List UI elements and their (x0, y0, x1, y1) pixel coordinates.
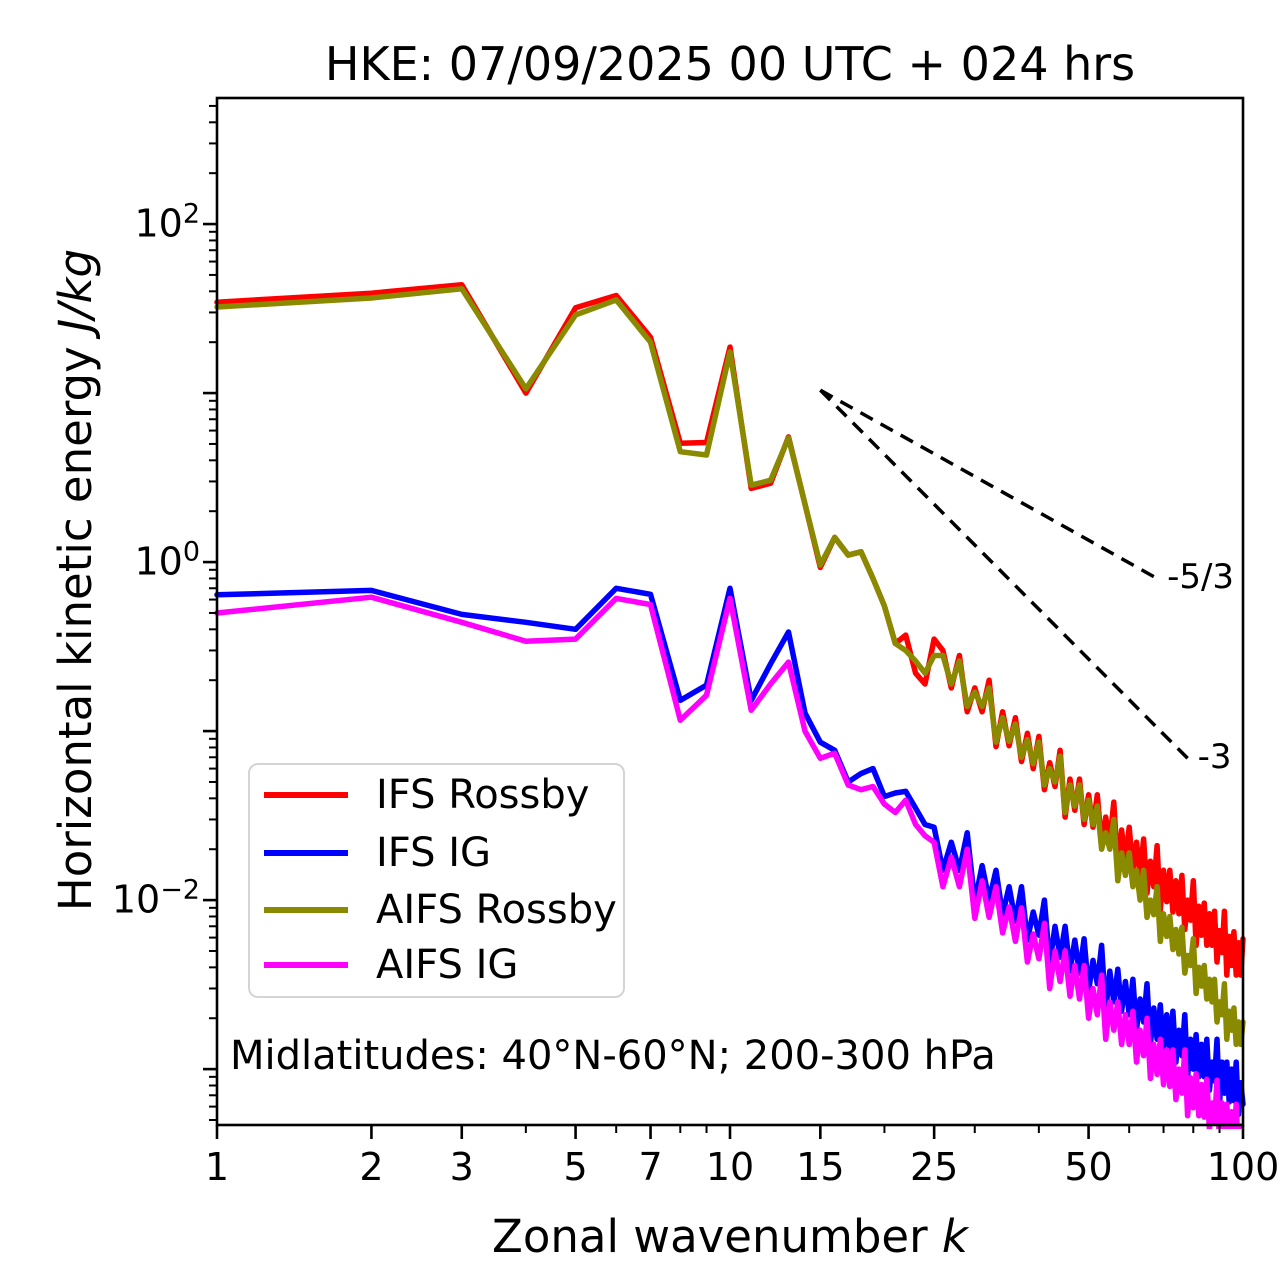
series-line-aifs-rossby (214, 286, 1246, 1048)
x-tick-label-10: 10 (705, 1145, 755, 1189)
x-tick-label-7: 7 (638, 1145, 663, 1189)
series-line-aifs-ig (214, 594, 1244, 1129)
legend-item-ifs-ig: IFS IG (264, 831, 619, 875)
slope-label-3: -3 (1197, 737, 1232, 778)
legend-item-ifs-rossby: IFS Rossby (264, 773, 619, 817)
legend-line-swatch (264, 907, 348, 913)
legend-line-swatch (264, 792, 348, 798)
x-tick-label-1: 1 (204, 1145, 230, 1189)
legend-label: AIFS IG (376, 942, 519, 988)
x-axis-label: Zonal wavenumber k (492, 1210, 968, 1263)
x-tick-label-25: 25 (909, 1145, 959, 1189)
legend-label: IFS Rossby (376, 772, 590, 818)
legend: IFS Rossby IFS IG AIFS Rossby AIFS IG (248, 763, 625, 998)
region-annotation: Midlatitudes: 40°N-60°N; 200-300 hPa (230, 1033, 996, 1079)
x-tick-label-15: 15 (796, 1145, 845, 1189)
reference-slope-line-3 (819, 388, 1189, 760)
legend-line-swatch (264, 962, 348, 968)
reference-slope-line-53 (819, 388, 1158, 580)
y-tick-label-10e−2: 10−2 (111, 874, 200, 922)
series-line-ifs-ig (214, 585, 1246, 1118)
x-tick-label-50: 50 (1064, 1145, 1113, 1189)
legend-label: AIFS Rossby (376, 887, 617, 933)
y-tick-label-10e0: 100 (134, 536, 200, 584)
legend-line-swatch (264, 850, 348, 856)
legend-item-aifs-rossby: AIFS Rossby (264, 888, 619, 932)
slope-label-53: -5/3 (1167, 557, 1235, 598)
series-group (214, 282, 1246, 1129)
x-tick-label-100: 100 (1206, 1145, 1280, 1189)
legend-label: IFS IG (376, 830, 491, 876)
x-tick-label-2: 2 (359, 1145, 384, 1189)
chart-title: HKE: 07/09/2025 00 UTC + 024 hrs (324, 37, 1136, 91)
y-tick-label-10e2: 102 (134, 198, 200, 246)
x-tick-label-3: 3 (449, 1145, 474, 1189)
x-tick-label-5: 5 (563, 1145, 588, 1189)
legend-item-aifs-ig: AIFS IG (264, 943, 619, 987)
